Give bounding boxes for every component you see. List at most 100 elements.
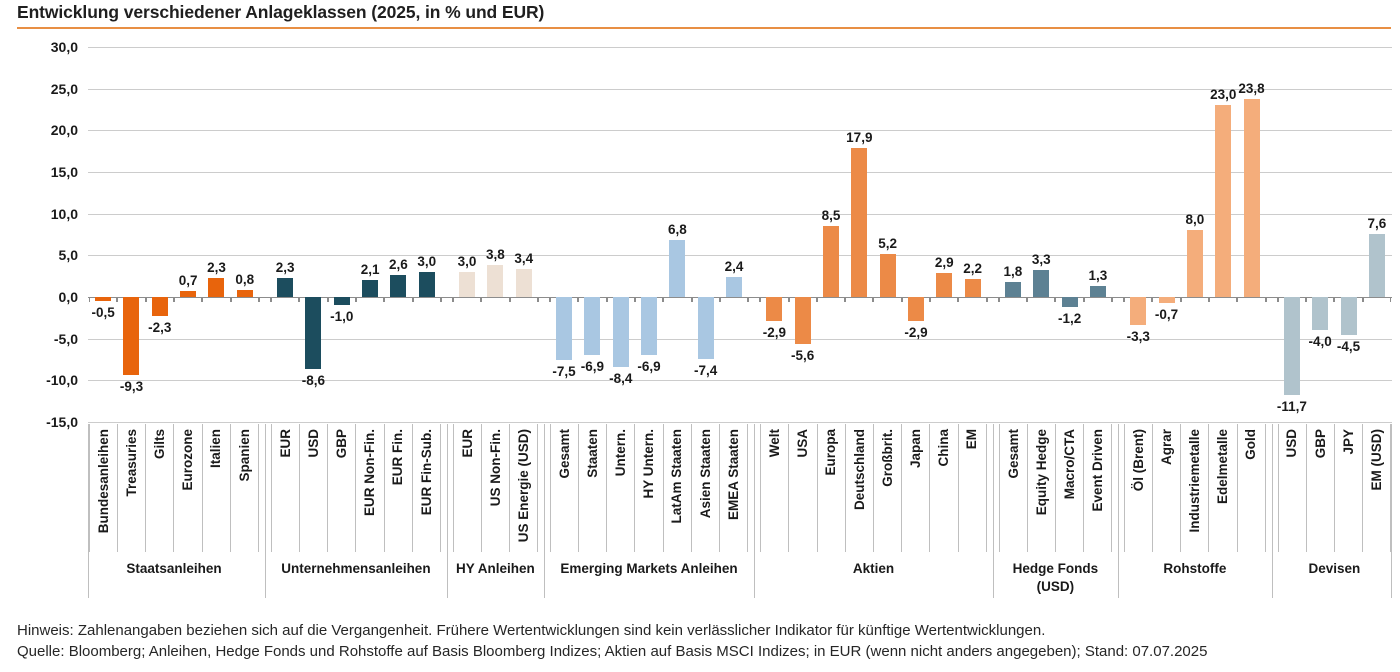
bar-value-label: -7,4 — [694, 362, 718, 378]
category-label-cell: Deutschland — [846, 424, 874, 552]
gridline — [88, 88, 1392, 90]
gridline — [88, 130, 1392, 132]
bar-column: 2,4 — [719, 47, 749, 422]
y-axis-tick-label: 25,0 — [50, 80, 78, 97]
category-label: EM (USD) — [1368, 429, 1384, 491]
category-label-cell: Event Driven — [1084, 424, 1113, 552]
bar-column: -9,3 — [117, 47, 146, 422]
category-label: Event Driven — [1089, 429, 1105, 512]
category-label: Treasuries — [123, 429, 139, 497]
group-gap — [537, 47, 550, 422]
bar-column: -2,9 — [760, 47, 789, 422]
bar-value-label: -6,9 — [637, 358, 661, 374]
category-label: EUR — [277, 429, 293, 458]
bar — [1243, 98, 1260, 297]
gridline — [88, 422, 1392, 423]
group-label: Aktien — [760, 552, 987, 598]
category-label: Bundesanleihen — [95, 429, 111, 534]
bar-column: 1,3 — [1083, 47, 1113, 422]
category-label: Staaten — [584, 429, 600, 478]
bar — [208, 277, 225, 297]
gridline — [88, 338, 1392, 340]
category-label-cell: GBP — [328, 424, 357, 552]
bar — [556, 297, 573, 360]
group-gap — [440, 47, 453, 422]
bar-group: -11,7 -4,0 -4,5 7,6 — [1277, 47, 1392, 422]
category-label: Spanien — [236, 429, 252, 482]
category-cells: Bundesanleihen Treasuries Gilts Eurozone Ita… — [89, 424, 259, 552]
group-label-line: Aktien — [852, 561, 895, 576]
category-labels-area: Bundesanleihen Treasuries Gilts Eurozone Ita… — [88, 424, 1392, 598]
category-label: HY Untern. — [641, 429, 657, 499]
bar-value-label: 23,0 — [1210, 87, 1237, 103]
bar-column: 8,0 — [1180, 47, 1210, 422]
bar-value-label: 2,9 — [934, 254, 954, 270]
y-axis-tick-label: -10,0 — [46, 372, 78, 389]
group-divider-line — [987, 424, 999, 598]
category-label: Japan — [908, 429, 924, 469]
gridline — [88, 380, 1392, 382]
group-label-line: (USD) — [1036, 578, 1075, 594]
category-label-cell: Staaten — [579, 424, 608, 552]
category-label: Asien Staaten — [697, 429, 713, 519]
bar-value-label: 7,6 — [1367, 215, 1387, 231]
category-label-cell: Asien Staaten — [692, 424, 721, 552]
category-label-cell: Welt — [760, 424, 790, 552]
bar — [1215, 105, 1232, 297]
bar-column: -1,2 — [1055, 47, 1085, 422]
bar-value-label: 8,0 — [1185, 212, 1205, 228]
bar-column: 3,0 — [412, 47, 442, 422]
bar-column: 3,4 — [509, 47, 539, 422]
bar-column: -2,9 — [901, 47, 931, 422]
category-label-cell: EMEA Staaten — [720, 424, 749, 552]
bar — [1033, 269, 1050, 297]
bar-value-label: 17,9 — [846, 129, 873, 145]
bar-value-label: -1,0 — [330, 309, 354, 325]
category-label-cell: Equity Hedge — [1028, 424, 1056, 552]
bar — [641, 297, 658, 355]
bar-value-label: 3,0 — [417, 254, 437, 269]
category-label-cell: EUR — [270, 424, 301, 552]
gridline — [88, 47, 1392, 48]
bar-value-label: -9,3 — [119, 378, 144, 394]
bar — [418, 272, 435, 297]
label-area-right-line — [1391, 424, 1392, 598]
bar — [236, 290, 253, 297]
bar-column: 2,6 — [384, 47, 413, 422]
category-label-cell: Eurozone — [174, 424, 203, 552]
group-gap — [986, 47, 999, 422]
bar-group: -7,5 -6,9 -8,4 -6,9 6,8 -7,4 2,4 — [549, 47, 749, 422]
category-label-cell: EUR Fin. — [385, 424, 413, 552]
bar-column: -6,9 — [578, 47, 607, 422]
bar-value-label: -5,6 — [791, 347, 815, 363]
bar — [305, 297, 322, 369]
category-label: EM — [964, 429, 980, 450]
group-label: Devisen — [1278, 552, 1391, 598]
category-label: Equity Hedge — [1033, 429, 1049, 516]
category-label-cell: Spanien — [231, 424, 259, 552]
bar — [487, 265, 504, 297]
y-axis-tick-label: -5,0 — [53, 330, 78, 347]
bar-column: -7,4 — [691, 47, 721, 422]
category-cells: EUR USD GBP EUR Non-Fin. EUR Fin. EUR Fin-Sub… — [270, 424, 441, 552]
bars-row: -0,5 -9,3 -2,3 0,7 2,3 0,8 2,3 -8,6 -1,0 2,1 2,6 3,… — [88, 47, 1392, 422]
category-group: USD GBP JPY EM (USD) Devisen — [1277, 424, 1392, 598]
bar-value-label: 1,8 — [1003, 264, 1023, 279]
category-group: EUR US Non-Fin. US Energie (USD) HY Anleihe… — [452, 424, 538, 598]
bar-group: 1,8 3,3 -1,2 1,3 — [998, 47, 1113, 422]
bar — [459, 272, 476, 297]
group-divider-line — [538, 424, 550, 598]
category-label: US Energie (USD) — [515, 429, 531, 543]
category-label: US Non-Fin. — [487, 429, 503, 507]
bar — [726, 277, 743, 297]
bar-column: 2,3 — [270, 47, 300, 422]
category-label: Untern. — [613, 429, 629, 477]
bar — [1089, 286, 1106, 297]
bar-value-label: 0,7 — [178, 273, 198, 289]
group-gap — [1112, 47, 1125, 422]
bar-column: 2,1 — [355, 47, 385, 422]
bar — [390, 275, 407, 297]
group-label-line: HY Anleihen — [456, 561, 535, 576]
bar — [964, 278, 981, 297]
category-label-cell: Gesamt — [998, 424, 1028, 552]
